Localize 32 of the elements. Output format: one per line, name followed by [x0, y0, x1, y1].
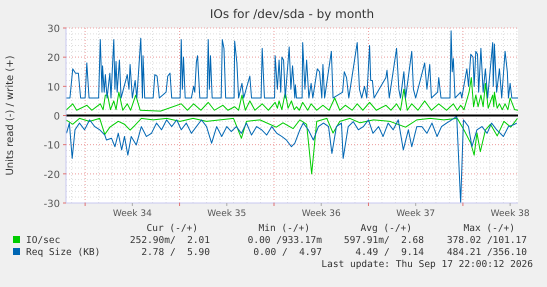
text: 4.49 / 9.14 [355, 247, 424, 258]
x-tick-label: Week 34 [112, 209, 152, 219]
x-tick-label: Week 37 [396, 209, 436, 219]
y-tick-label: -10 [44, 140, 60, 152]
y-tick-label: -30 [44, 199, 60, 210]
y-tick-label: -20 [44, 170, 60, 181]
text: Cur (-/+) [146, 223, 198, 234]
y-tick-label: 30 [47, 24, 60, 35]
text: Last update: Thu Sep 17 22:00:12 2026 [321, 259, 534, 270]
line-series [66, 118, 518, 174]
chart-title: IOs for /dev/sda - by month [210, 7, 374, 21]
y-axis-title: Units read (-) / write (+) [5, 55, 16, 176]
text: Min (-/+) [258, 223, 310, 234]
text: Max (-/+) [464, 223, 515, 234]
text: 0.00 /933.17m [248, 235, 322, 246]
x-tick-label: Week 38 [490, 209, 530, 219]
y-tick-label: 10 [47, 82, 60, 94]
legend-label: IO/sec [26, 235, 60, 246]
text: 378.02 /101.17 [446, 235, 527, 246]
text: 0.00 / 4.97 [253, 247, 322, 258]
text: 484.21 /356.10 [446, 247, 528, 258]
text: 597.91m/ 2.68 [344, 235, 424, 246]
text: 2.78 / 5.90 [141, 247, 210, 258]
x-tick-label: Week 35 [207, 209, 246, 219]
line-series [66, 30, 518, 98]
y-tick-label: 20 [47, 53, 60, 64]
y-tick-label: 0 [54, 112, 60, 122]
legend-label: Req Size (KB) [26, 247, 100, 258]
text: Avg (-/+) [360, 223, 412, 234]
text: 252.90m/ 2.01 [130, 235, 210, 246]
line-series [66, 77, 518, 112]
x-tick-label: Week 36 [302, 209, 341, 219]
